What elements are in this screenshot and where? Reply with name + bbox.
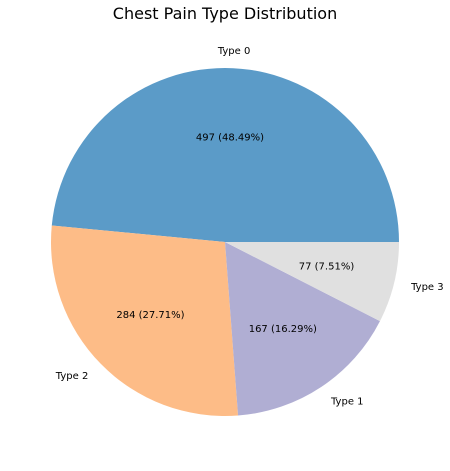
slice-label-type-1: Type 1 [330, 396, 364, 407]
slice-value-type-0: 497 (48.49%) [196, 133, 264, 144]
slice-label-type-2: Type 2 [55, 371, 89, 382]
pie-slices [51, 68, 399, 416]
slice-label-type-0: Type 0 [217, 46, 251, 57]
pie-slice-type-0 [51, 68, 399, 243]
slice-value-type-1: 167 (16.29%) [249, 324, 317, 335]
slice-value-type-3: 77 (7.51%) [299, 261, 355, 272]
chart-title: Chest Pain Type Distribution [113, 4, 337, 23]
pie-labels: Type 0 497 (48.49%) Type 2 284 (27.71%) Type… [55, 46, 444, 408]
slice-value-type-2: 284 (27.71%) [116, 310, 184, 321]
pie-slice-type-3 [225, 242, 399, 322]
slice-label-type-3: Type 3 [410, 282, 444, 293]
pie-slice-type-1 [225, 242, 380, 416]
pie-slice-type-2 [51, 225, 239, 416]
